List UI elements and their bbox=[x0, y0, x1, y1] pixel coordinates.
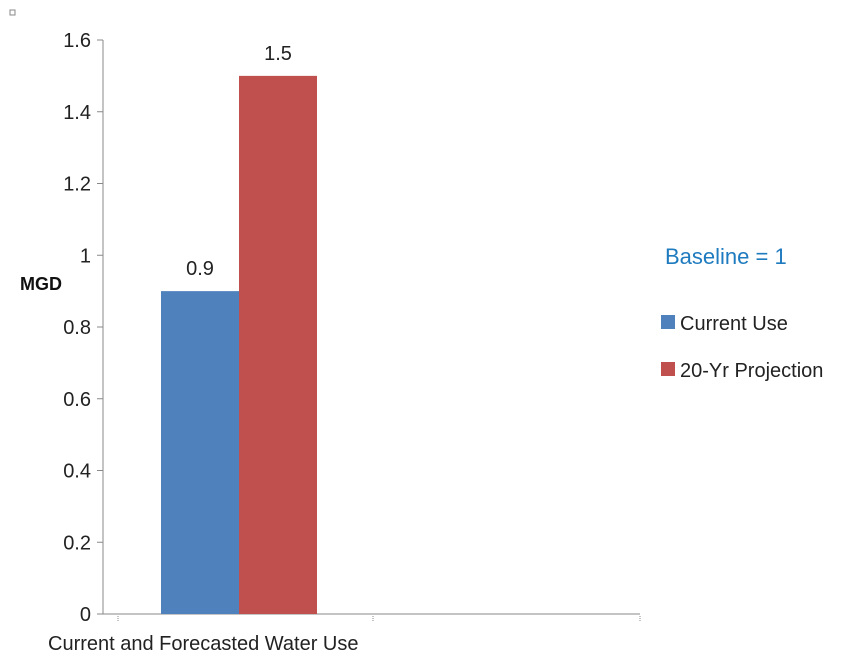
baseline-annotation: Baseline = 1 bbox=[665, 244, 787, 269]
y-tick-label: 1 bbox=[80, 245, 91, 267]
data-label: 1.5 bbox=[264, 43, 292, 65]
bars bbox=[161, 75, 317, 614]
legend-swatch-current-use bbox=[661, 315, 675, 329]
data-labels: 0.9 1.5 bbox=[186, 43, 292, 280]
data-label: 0.9 bbox=[186, 258, 214, 280]
y-tick-label: 0 bbox=[80, 604, 91, 626]
x-axis-label: Current and Forecasted Water Use bbox=[48, 633, 359, 655]
y-axis-label: MGD bbox=[20, 274, 62, 294]
legend-label-20-yr-projection: 20-Yr Projection bbox=[680, 360, 823, 382]
y-tick-label: 1.4 bbox=[63, 102, 91, 124]
y-tick-label: 0.4 bbox=[63, 461, 91, 483]
bar-current-use bbox=[161, 291, 239, 614]
y-tick-label: 0.8 bbox=[63, 317, 91, 339]
x-axis bbox=[103, 613, 641, 621]
bar-20-yr-projection bbox=[239, 75, 317, 614]
legend: Current Use 20-Yr Projection bbox=[661, 313, 823, 382]
legend-label-current-use: Current Use bbox=[680, 313, 788, 335]
legend-swatch-20-yr-projection bbox=[661, 362, 675, 376]
y-axis: 0 0.2 0.4 0.6 0.8 1 1.2 1.4 1.6 bbox=[63, 30, 104, 626]
y-tick-label: 1.6 bbox=[63, 30, 91, 52]
y-tick-label: 0.6 bbox=[63, 389, 91, 411]
corner-marker bbox=[9, 9, 16, 16]
y-tick-label: 0.2 bbox=[63, 532, 91, 554]
y-tick-label: 1.2 bbox=[63, 174, 91, 196]
